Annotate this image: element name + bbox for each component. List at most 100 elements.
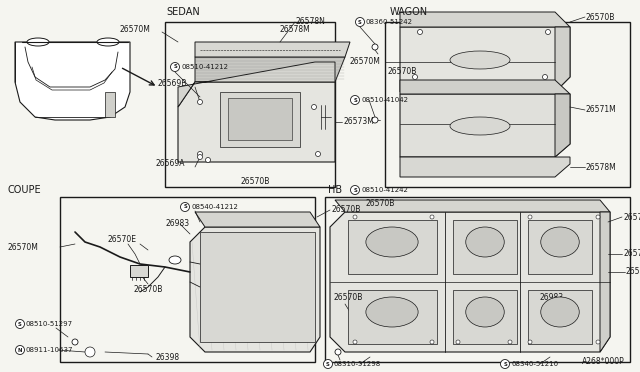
Circle shape [543, 74, 547, 80]
Text: 08360-51242: 08360-51242 [366, 19, 413, 25]
Text: 26569A: 26569A [155, 160, 184, 169]
Polygon shape [335, 200, 610, 212]
Polygon shape [195, 42, 350, 57]
Ellipse shape [450, 117, 510, 135]
Circle shape [335, 349, 341, 355]
Circle shape [312, 105, 317, 109]
Polygon shape [400, 12, 570, 27]
Circle shape [355, 17, 365, 26]
Text: 26570B: 26570B [240, 177, 269, 186]
Text: 08540-41212: 08540-41212 [191, 204, 238, 210]
Text: SEDAN: SEDAN [166, 7, 200, 17]
Polygon shape [190, 227, 320, 352]
Text: 26570M: 26570M [120, 26, 151, 35]
Circle shape [198, 151, 202, 157]
Text: S: S [18, 321, 22, 327]
Text: 26570B: 26570B [331, 205, 360, 215]
Text: 26578M: 26578M [586, 163, 617, 171]
Bar [325, 197, 630, 362]
Ellipse shape [366, 297, 418, 327]
Polygon shape [105, 92, 115, 117]
Bar [348, 290, 437, 344]
Polygon shape [400, 94, 570, 157]
Polygon shape [555, 94, 570, 157]
Text: S: S [358, 19, 362, 25]
Circle shape [351, 186, 360, 195]
Circle shape [316, 151, 321, 157]
Circle shape [72, 339, 78, 345]
Text: 26571M: 26571M [623, 250, 640, 259]
Circle shape [430, 340, 434, 344]
Text: S: S [173, 64, 177, 70]
Text: S: S [503, 362, 507, 366]
Polygon shape [330, 212, 610, 352]
Circle shape [430, 215, 434, 219]
Text: 26570M: 26570M [626, 267, 640, 276]
Circle shape [85, 347, 95, 357]
Text: 26569B: 26569B [158, 80, 188, 89]
Bar [60, 197, 315, 362]
Text: S: S [353, 97, 357, 103]
Circle shape [15, 346, 24, 355]
Polygon shape [195, 212, 320, 227]
Circle shape [198, 99, 202, 105]
Circle shape [417, 29, 422, 35]
Ellipse shape [366, 227, 418, 257]
Polygon shape [200, 232, 315, 342]
Text: WAGON: WAGON [390, 7, 428, 17]
Text: S: S [326, 362, 330, 366]
Text: 26570B: 26570B [333, 292, 362, 301]
Ellipse shape [466, 227, 504, 257]
Circle shape [353, 215, 357, 219]
Text: 26578N: 26578N [295, 17, 325, 26]
Ellipse shape [466, 297, 504, 327]
Bar [528, 290, 592, 344]
Bar [453, 290, 517, 344]
Bar [165, 22, 335, 187]
Bar [528, 220, 592, 274]
Circle shape [528, 340, 532, 344]
Ellipse shape [450, 51, 510, 69]
Circle shape [545, 29, 550, 35]
Text: 26570B: 26570B [388, 67, 417, 77]
Ellipse shape [97, 38, 119, 46]
Ellipse shape [541, 227, 579, 257]
Circle shape [528, 215, 532, 219]
Text: 08510-41242: 08510-41242 [361, 187, 408, 193]
Text: 08510-41042: 08510-41042 [361, 97, 408, 103]
Circle shape [372, 44, 378, 50]
Circle shape [508, 340, 512, 344]
Circle shape [596, 215, 600, 219]
Text: 26571M: 26571M [586, 106, 617, 115]
Text: N: N [18, 347, 22, 353]
Circle shape [198, 154, 202, 160]
Circle shape [353, 340, 357, 344]
Ellipse shape [27, 38, 49, 46]
Text: 26578M: 26578M [280, 26, 311, 35]
Circle shape [596, 340, 600, 344]
Text: 26983: 26983 [165, 219, 189, 228]
Circle shape [87, 349, 93, 355]
Polygon shape [178, 62, 335, 107]
Text: 08310-51298: 08310-51298 [334, 361, 381, 367]
Text: HB: HB [328, 185, 342, 195]
Circle shape [205, 157, 211, 163]
Bar [385, 22, 630, 187]
Polygon shape [228, 98, 292, 140]
Text: 26570E: 26570E [108, 235, 137, 244]
Text: S: S [353, 187, 357, 192]
Polygon shape [178, 82, 335, 162]
Bar [348, 220, 437, 274]
Circle shape [500, 359, 509, 369]
Text: 26570B: 26570B [133, 285, 163, 295]
Circle shape [323, 359, 333, 369]
Polygon shape [220, 92, 300, 147]
Text: 26573M: 26573M [343, 118, 374, 126]
Text: S: S [183, 205, 187, 209]
Text: 26570B: 26570B [365, 199, 394, 208]
Polygon shape [600, 212, 610, 352]
Circle shape [372, 117, 378, 123]
Circle shape [351, 96, 360, 105]
Text: 26570B: 26570B [586, 13, 616, 22]
Circle shape [180, 202, 189, 212]
